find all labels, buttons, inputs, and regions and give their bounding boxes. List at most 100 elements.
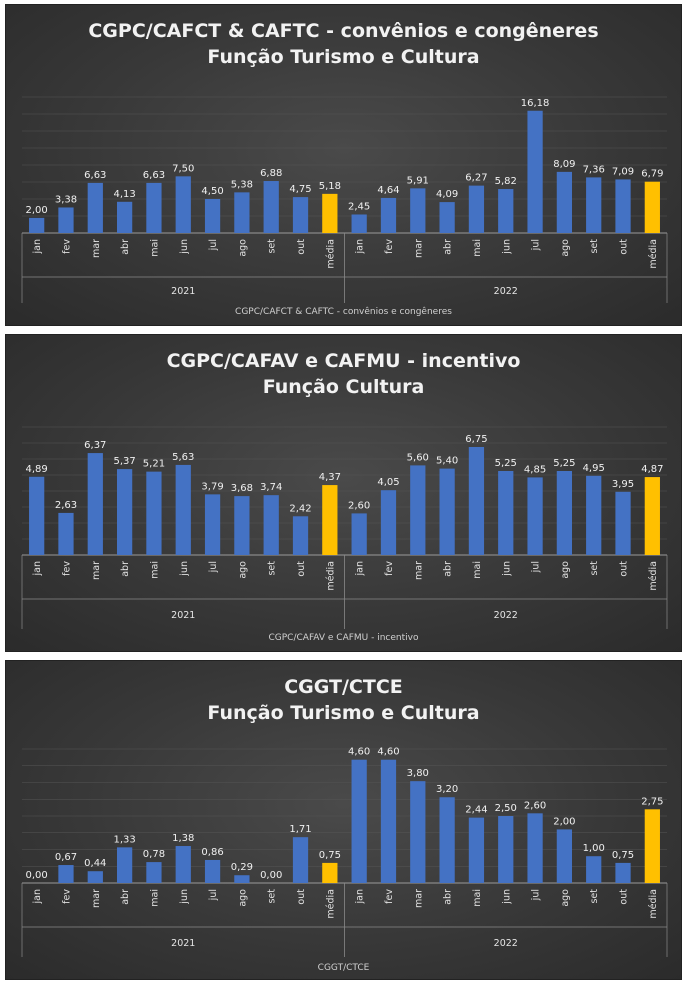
bar [468,185,485,233]
data-label: 4,60 [377,747,399,758]
bar [292,837,309,883]
category-tick-label: jul [208,561,219,573]
chart-footer-label: CGGT/CTCE [317,963,370,973]
bar [498,471,514,555]
data-label: 4,85 [524,464,546,475]
category-tick-label: mai [472,239,483,257]
category-tick-label: out [296,239,307,255]
group-label: 2021 [171,938,195,949]
bar [146,471,162,555]
data-label: 5,18 [319,181,341,192]
category-tick-label: ago [237,889,248,907]
bar [439,202,455,233]
bar-average [644,477,660,555]
bar [146,182,162,233]
category-tick-label: out [296,561,307,577]
category-tick-label: mar [91,239,102,258]
bar [58,865,74,883]
category-tick-label: fev [61,889,72,904]
data-label: 2,45 [348,201,370,212]
bar [380,197,397,233]
data-label: 6,79 [641,169,663,180]
bar [204,494,221,555]
data-label: 16,18 [521,98,550,109]
category-tick-label: set [267,239,278,254]
category-tick-label: jun [501,239,512,255]
data-label: 6,37 [84,440,106,451]
group-label: 2021 [171,286,195,297]
bar [351,513,367,555]
bar [29,476,45,555]
data-label: 5,63 [172,452,194,463]
bar [380,759,397,883]
category-tick-label: set [589,239,600,254]
data-label: 3,80 [407,768,429,779]
category-tick-label: jul [531,239,542,251]
category-tick-label: abr [443,239,454,255]
bar [87,453,103,555]
category-tick-label: jul [208,239,219,251]
bar [556,171,573,233]
data-label: 1,38 [172,833,194,844]
data-label: 4,64 [377,185,399,196]
data-label: 0,29 [231,862,253,873]
data-label: 7,36 [583,164,605,175]
bar [234,496,250,555]
data-label: 5,25 [553,458,575,469]
data-label: 6,88 [260,168,282,179]
category-tick-label: fev [61,561,72,576]
category-tick-label: out [619,561,630,577]
data-label: 3,95 [612,479,634,490]
data-label: 4,95 [583,463,605,474]
data-label: 8,09 [553,159,575,170]
category-tick-label: abr [443,561,454,577]
category-tick-label: jul [531,889,542,901]
bar [146,862,162,883]
data-label: 6,27 [465,173,487,184]
chart-title: CGPC/CAFCT & CAFTC - convênios e congêne… [88,20,599,42]
bar [556,471,573,555]
data-label: 5,82 [495,176,517,187]
category-tick-label: fev [61,239,72,254]
data-label: 4,50 [201,186,223,197]
bar [527,110,543,233]
bar-average [322,485,338,555]
category-tick-label: mar [413,239,424,258]
group-label: 2022 [494,610,518,621]
bar [292,516,309,555]
category-tick-label: ago [237,239,248,257]
chart-subtitle: Função Cultura [262,376,425,398]
category-tick-label: média [648,239,659,269]
category-tick-label: mai [149,889,160,907]
data-label: 2,75 [641,796,663,807]
bar-chart-incentivo: 2021 4,89 jan 2,63 fev 6,37 mar 5,37 abr 5,21 mai 5… [21,426,668,629]
bar [498,189,514,233]
data-label: 3,79 [201,481,223,492]
bar [87,182,103,233]
bar [615,491,631,555]
category-tick-label: jan [32,239,43,254]
data-label: 2,60 [524,800,546,811]
category-tick-label: set [267,889,278,904]
chart-footer-label: CGPC/CAFCT & CAFTC - convênios e congêne… [235,307,452,317]
bar [263,495,279,555]
data-label: 1,71 [289,824,311,835]
category-tick-label: mar [91,889,102,908]
chart-subtitle: Função Turismo e Cultura [207,702,480,724]
data-label: 4,75 [289,184,311,195]
category-tick-label: jan [355,239,366,254]
data-label: 0,75 [319,850,341,861]
chart-panel-incentivo: CGPC/CAFAV e CAFMU - incentivo Função Cu… [5,334,682,652]
data-label: 5,60 [407,452,429,463]
category-tick-label: ago [560,561,571,579]
chart-title: CGPC/CAFAV e CAFMU - incentivo [166,350,521,372]
group-label: 2022 [494,938,518,949]
bar [351,214,367,233]
data-label: 0,86 [201,847,223,858]
data-label: 5,38 [231,179,253,190]
category-tick-label: média [648,889,659,919]
bar [439,797,455,883]
data-label: 0,00 [26,870,48,881]
data-label: 2,42 [289,503,311,514]
data-label: 4,89 [26,464,48,475]
